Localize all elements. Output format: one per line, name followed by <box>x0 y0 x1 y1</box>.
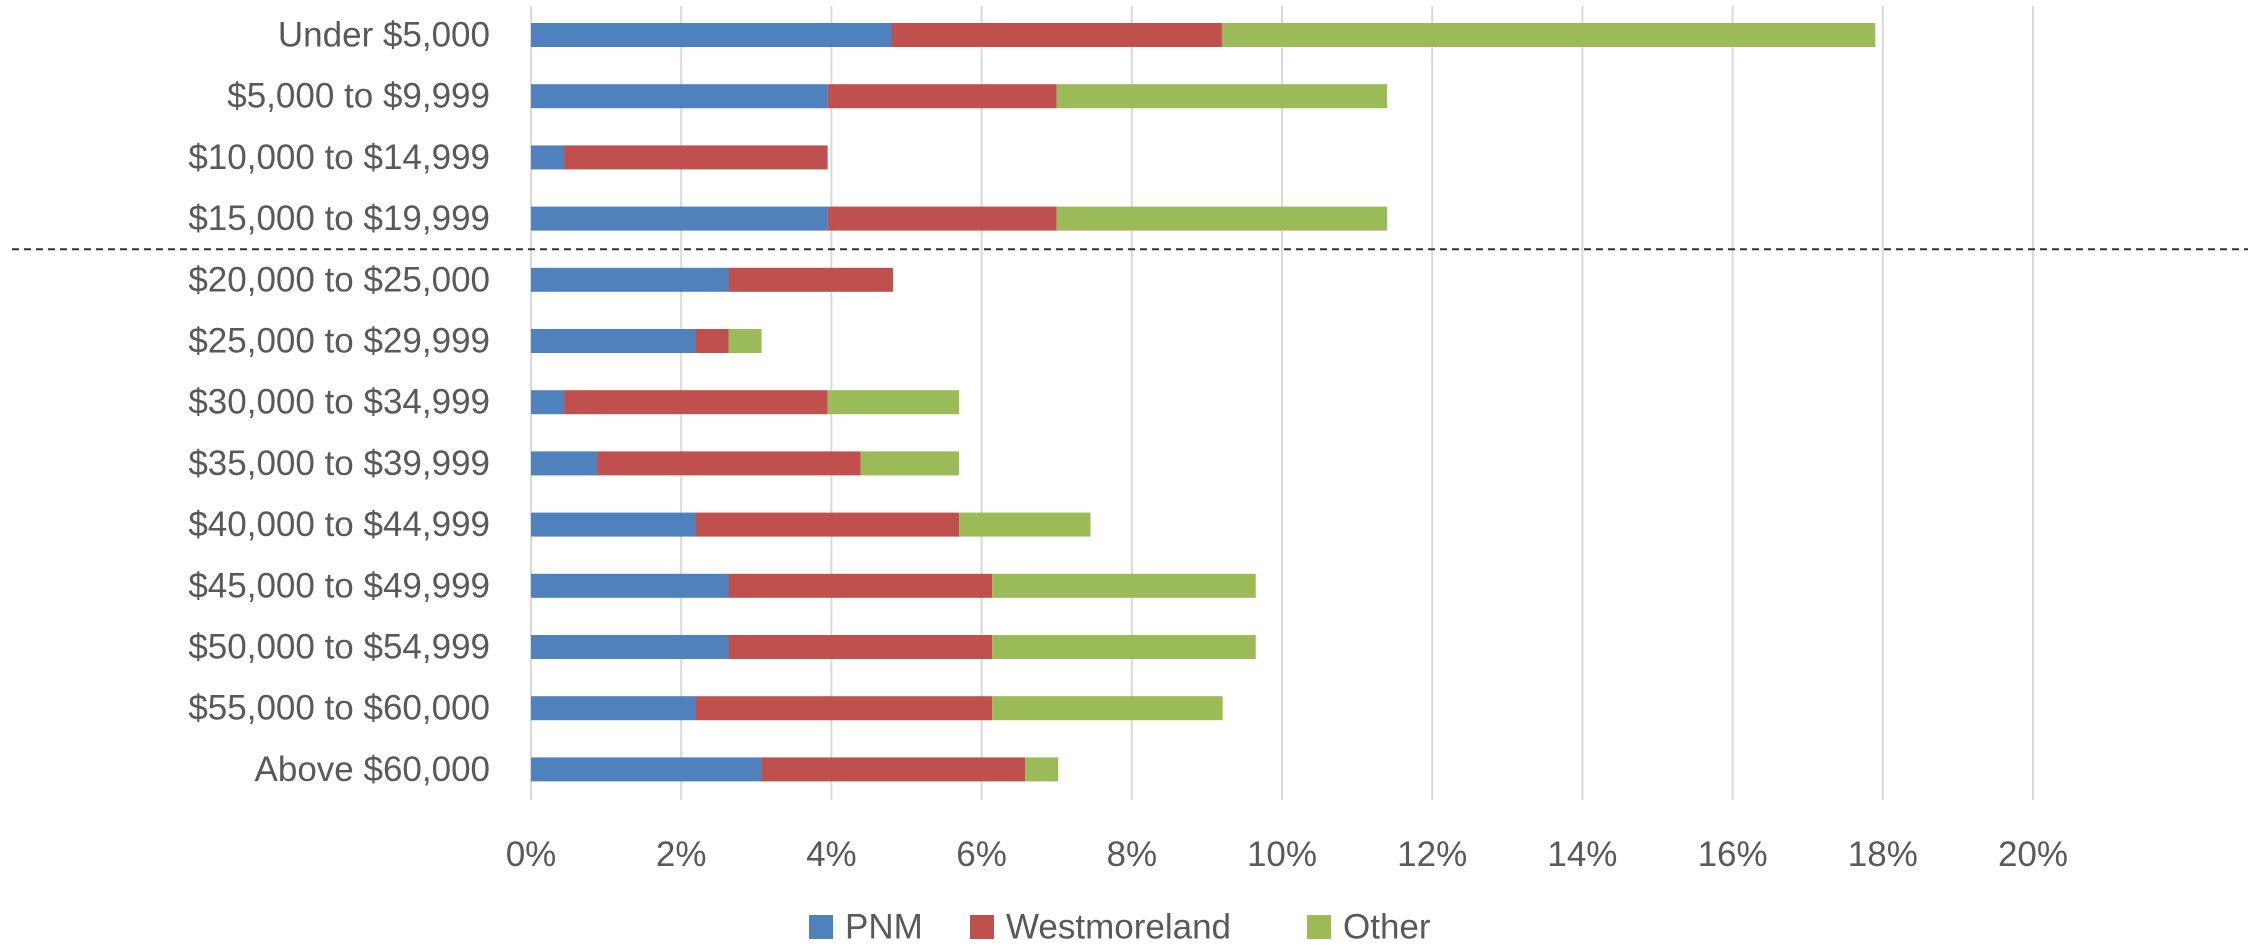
bar-westmoreland <box>891 23 1222 47</box>
bar-other <box>959 512 1091 537</box>
bar-westmoreland <box>728 635 993 659</box>
category-label: $5,000 to $9,999 <box>227 77 490 116</box>
bar-pnm <box>531 757 762 782</box>
legend-label-westmoreland: Westmoreland <box>1006 908 1231 946</box>
x-tick-label: 2% <box>656 835 707 874</box>
bar-westmoreland <box>564 390 828 415</box>
x-tick-label: 20% <box>1998 835 2068 874</box>
bars <box>531 23 1876 782</box>
bar-other <box>827 390 960 415</box>
category-label: $10,000 to $14,999 <box>188 138 490 177</box>
bar-pnm <box>531 696 696 721</box>
category-label: $45,000 to $49,999 <box>188 566 490 605</box>
bar-other <box>992 696 1223 721</box>
bar-pnm <box>531 145 565 170</box>
x-tick-label: 12% <box>1397 835 1467 874</box>
bar-westmoreland <box>695 329 729 353</box>
x-tick-label: 18% <box>1848 835 1918 874</box>
bar-pnm <box>531 635 729 659</box>
bar-westmoreland <box>728 267 893 292</box>
x-tick-label: 14% <box>1547 835 1617 874</box>
x-tick-label: 4% <box>806 835 857 874</box>
bar-other <box>992 635 1256 659</box>
category-label: $15,000 to $19,999 <box>188 199 490 238</box>
bar-other <box>1056 206 1388 231</box>
category-label: $25,000 to $29,999 <box>188 322 490 361</box>
legend-label-other: Other <box>1343 908 1431 946</box>
category-label: $55,000 to $60,000 <box>188 689 490 728</box>
category-label: Above $60,000 <box>255 750 490 789</box>
bar-pnm <box>531 573 729 598</box>
bar-westmoreland <box>761 757 1026 782</box>
bar-pnm <box>531 267 729 292</box>
bar-pnm <box>531 84 828 109</box>
category-label: $30,000 to $34,999 <box>188 383 490 422</box>
bar-westmoreland <box>827 84 1057 109</box>
x-tick-label: 10% <box>1247 835 1317 874</box>
bar-other <box>728 329 762 353</box>
legend-swatch-pnm <box>809 915 833 939</box>
legend-swatch-westmoreland <box>970 915 994 939</box>
bar-westmoreland <box>695 696 993 721</box>
bar-other <box>1056 84 1388 109</box>
bar-other <box>1025 757 1059 782</box>
bar-westmoreland <box>564 145 828 170</box>
bar-westmoreland <box>695 512 960 537</box>
category-label: $20,000 to $25,000 <box>188 260 490 299</box>
category-label: $40,000 to $44,999 <box>188 505 490 544</box>
category-labels: Under $5,000 $5,000 to $9,999 $10,000 to $… <box>188 16 490 789</box>
category-label: $50,000 to $54,999 <box>188 628 490 667</box>
gridlines <box>530 6 2034 800</box>
bar-westmoreland <box>827 206 1057 231</box>
x-tick-label: 6% <box>956 835 1007 874</box>
x-tick-label: 16% <box>1698 835 1768 874</box>
bar-pnm <box>531 23 892 47</box>
bar-westmoreland <box>728 573 993 598</box>
bar-other <box>992 573 1256 598</box>
bar-pnm <box>531 329 696 353</box>
category-label: $35,000 to $39,999 <box>188 444 490 483</box>
legend: PNM Westmoreland Other <box>809 908 1431 946</box>
bar-westmoreland <box>597 451 861 476</box>
bar-pnm <box>531 512 696 537</box>
category-label: Under $5,000 <box>278 16 490 55</box>
legend-swatch-other <box>1307 915 1331 939</box>
x-tick-labels: 0% 2% 4% 6% 8% 10% 12% 14% 16% 18% 20% <box>506 835 2068 874</box>
x-tick-label: 0% <box>506 835 557 874</box>
bar-pnm <box>531 206 828 231</box>
bar-other <box>860 451 960 476</box>
bar-pnm <box>531 390 565 415</box>
legend-label-pnm: PNM <box>845 908 923 946</box>
bar-other <box>1221 23 1876 47</box>
bar-pnm <box>531 451 598 476</box>
x-tick-label: 8% <box>1107 835 1158 874</box>
